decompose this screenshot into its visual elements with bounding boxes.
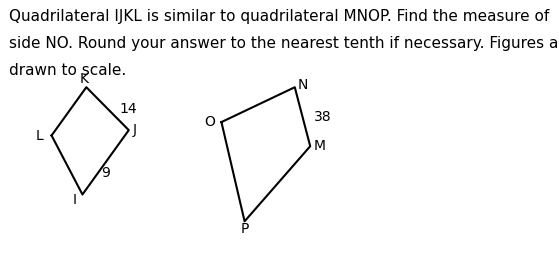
Text: side NO. Round your answer to the nearest tenth if necessary. Figures are not: side NO. Round your answer to the neares… (9, 36, 559, 51)
Text: L: L (36, 128, 44, 143)
Text: P: P (240, 222, 249, 236)
Text: K: K (80, 72, 89, 86)
Text: 9: 9 (101, 166, 110, 180)
Text: Quadrilateral IJKL is similar to quadrilateral MNOP. Find the measure of: Quadrilateral IJKL is similar to quadril… (9, 9, 549, 24)
Text: M: M (314, 139, 326, 153)
Text: O: O (205, 115, 215, 129)
Text: I: I (73, 193, 77, 207)
Text: 14: 14 (119, 102, 137, 116)
Text: 38: 38 (314, 110, 331, 124)
Text: drawn to scale.: drawn to scale. (9, 63, 126, 78)
Text: N: N (297, 78, 307, 92)
Text: J: J (132, 123, 136, 137)
